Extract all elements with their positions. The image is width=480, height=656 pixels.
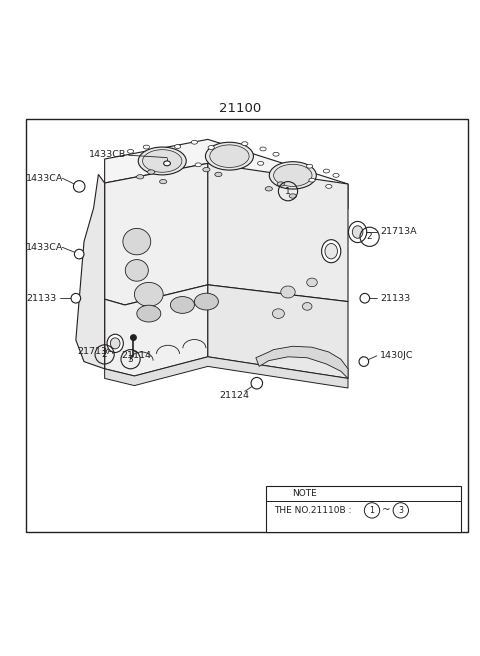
Circle shape [359,357,369,367]
Text: 3: 3 [128,355,133,363]
Ellipse shape [307,278,317,287]
Ellipse shape [195,163,202,167]
Ellipse shape [309,178,315,182]
Ellipse shape [289,194,297,198]
Polygon shape [256,346,348,379]
Circle shape [131,335,136,340]
Ellipse shape [205,142,253,170]
Ellipse shape [325,243,337,259]
Ellipse shape [277,182,284,186]
Ellipse shape [333,173,339,177]
Ellipse shape [215,173,222,176]
Text: 21133: 21133 [380,294,410,302]
Polygon shape [105,357,348,388]
Text: 21133: 21133 [26,294,57,302]
Text: 21114: 21114 [121,352,152,360]
Ellipse shape [107,335,123,352]
Text: NOTE: NOTE [292,489,317,499]
Text: 1: 1 [285,187,291,195]
Ellipse shape [203,167,210,172]
Ellipse shape [164,161,170,166]
Ellipse shape [194,293,218,310]
Ellipse shape [138,147,186,175]
Ellipse shape [281,286,295,298]
Ellipse shape [260,147,266,151]
Ellipse shape [273,152,279,156]
Text: 2: 2 [367,232,372,241]
Ellipse shape [352,226,363,238]
Ellipse shape [324,169,330,173]
Polygon shape [105,285,208,376]
Ellipse shape [148,170,155,174]
Circle shape [360,293,370,303]
Ellipse shape [143,150,182,173]
Ellipse shape [159,180,167,184]
Ellipse shape [137,305,161,322]
Polygon shape [208,285,348,379]
Ellipse shape [210,145,249,167]
Text: 1: 1 [370,506,374,515]
Ellipse shape [175,144,180,148]
Ellipse shape [348,222,367,243]
Polygon shape [105,163,208,305]
Text: 1433CA: 1433CA [26,243,64,252]
Text: 21713A: 21713A [380,228,417,237]
Polygon shape [105,139,348,209]
Text: ~: ~ [382,505,390,516]
Text: 1433CA: 1433CA [26,174,64,183]
Circle shape [251,377,263,389]
Polygon shape [76,174,105,369]
Circle shape [73,180,85,192]
Ellipse shape [110,338,120,349]
Bar [26,119,468,532]
Text: 3: 3 [398,506,403,515]
Text: 1433CB: 1433CB [88,150,126,159]
Text: 21713A: 21713A [77,346,113,356]
Ellipse shape [208,146,214,150]
Ellipse shape [143,145,150,149]
Ellipse shape [302,302,312,310]
Ellipse shape [125,260,148,281]
Ellipse shape [274,164,312,186]
Circle shape [71,293,81,303]
Ellipse shape [265,187,273,191]
Ellipse shape [123,228,151,255]
Ellipse shape [242,142,248,146]
Ellipse shape [325,184,332,188]
Ellipse shape [134,282,163,306]
Ellipse shape [307,164,313,168]
Ellipse shape [258,161,264,165]
Ellipse shape [322,239,341,262]
Polygon shape [208,163,348,302]
Ellipse shape [170,297,194,314]
Ellipse shape [272,309,284,318]
Circle shape [74,249,84,259]
Text: 1430JC: 1430JC [380,352,414,360]
Text: 21124: 21124 [219,391,249,400]
Ellipse shape [136,174,144,179]
Ellipse shape [191,140,198,144]
Ellipse shape [128,150,133,154]
Text: THE NO.21110B :: THE NO.21110B : [274,506,354,515]
Ellipse shape [269,161,316,189]
Bar [266,486,461,532]
Text: 2: 2 [102,350,108,359]
Text: 21100: 21100 [219,102,261,115]
